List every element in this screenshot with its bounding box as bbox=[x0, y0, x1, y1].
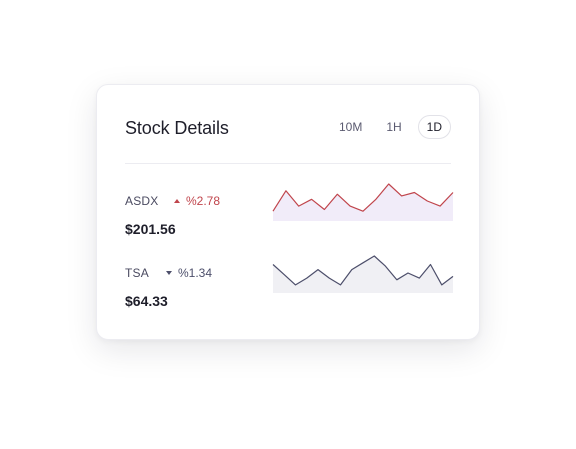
stock-row-asdx[interactable]: ASDX %2.78 $201.56 bbox=[125, 183, 454, 253]
stock-row-tsa[interactable]: TSA %1.34 $64.33 bbox=[125, 255, 454, 325]
sparkline-chart bbox=[272, 255, 454, 293]
range-tab-10m[interactable]: 10M bbox=[338, 120, 363, 134]
caret-up-icon bbox=[174, 199, 180, 203]
time-range-tabs: 10M 1H 1D bbox=[323, 115, 451, 139]
stock-price: $201.56 bbox=[125, 221, 176, 237]
range-tab-1h[interactable]: 1H bbox=[386, 120, 402, 134]
sparkline-chart bbox=[272, 183, 454, 221]
sparkline-area bbox=[273, 256, 453, 293]
stock-change-value: %2.78 bbox=[186, 194, 221, 208]
stock-price: $64.33 bbox=[125, 293, 168, 309]
range-tab-1d[interactable]: 1D bbox=[417, 115, 451, 139]
stock-ticker: ASDX bbox=[125, 194, 159, 208]
sparkline-area bbox=[273, 184, 453, 221]
card-title: Stock Details bbox=[125, 118, 229, 138]
stock-change: %1.34 bbox=[166, 266, 212, 280]
stock-ticker: TSA bbox=[125, 266, 149, 280]
stock-change: %2.78 bbox=[174, 194, 220, 208]
caret-down-icon bbox=[166, 271, 172, 275]
stock-details-card: Stock Details 10M 1H 1D ASDX %2.78 $201.… bbox=[96, 84, 480, 340]
sparkline-line bbox=[272, 183, 454, 212]
sparkline-line bbox=[272, 255, 454, 286]
header-divider bbox=[125, 163, 451, 164]
stock-change-value: %1.34 bbox=[178, 266, 213, 280]
